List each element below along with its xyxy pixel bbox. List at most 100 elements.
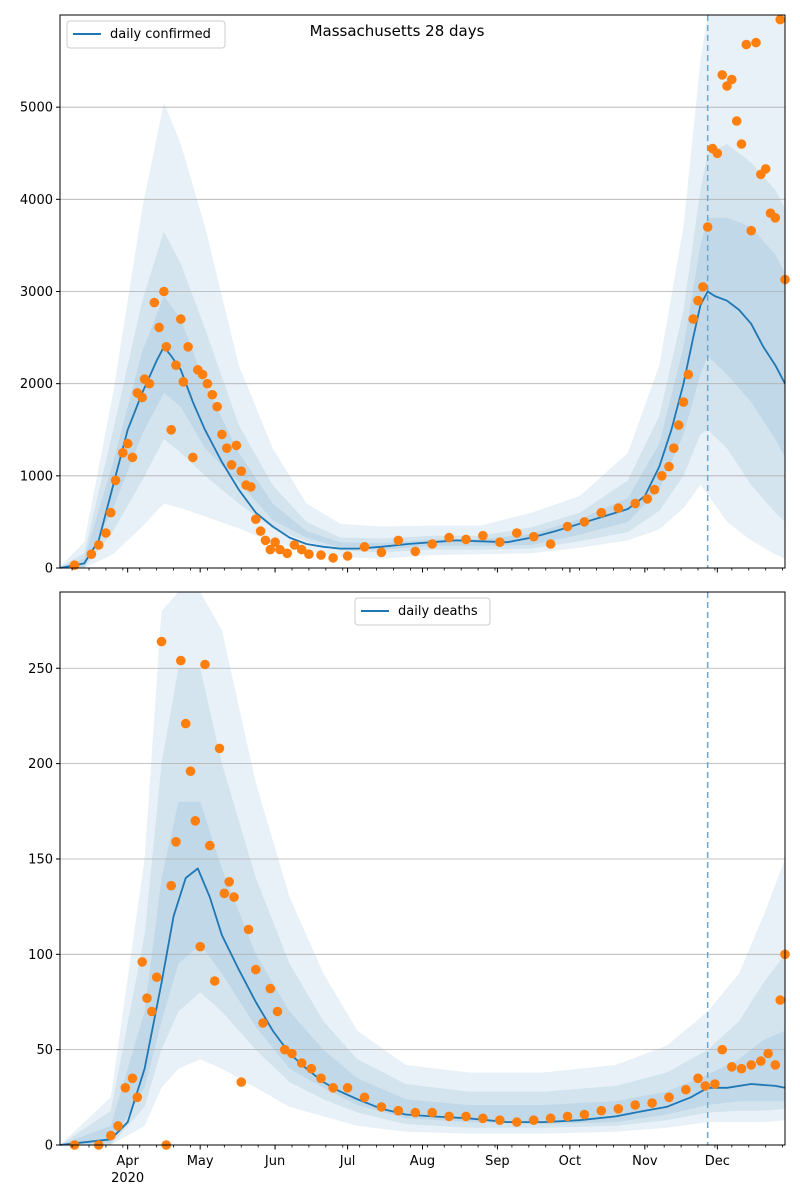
deaths-data-point	[171, 837, 181, 847]
deaths-data-point	[190, 816, 201, 826]
confirmed-data-point	[736, 139, 747, 149]
confirmed-data-point	[393, 535, 404, 546]
confirmed-data-point	[236, 466, 247, 477]
deaths-data-point	[251, 964, 261, 975]
confirmed-data-point	[669, 443, 679, 454]
deaths-data-point	[106, 1130, 116, 1141]
deaths-x-tick-label: Jul	[339, 1154, 356, 1169]
deaths-data-point	[376, 1102, 387, 1112]
confirmed-data-point	[122, 438, 133, 449]
deaths-x-tick-label: Jun	[264, 1154, 285, 1169]
deaths-data-point	[461, 1111, 471, 1122]
confirmed-data-point	[161, 342, 172, 352]
confirmed-data-point	[212, 401, 222, 412]
deaths-data-point	[328, 1083, 338, 1093]
confirmed-data-point	[316, 550, 326, 560]
deaths-x-tick-label: Apr	[116, 1154, 139, 1169]
deaths-y-tick-label: 50	[36, 1043, 53, 1058]
deaths-data-point	[342, 1083, 353, 1093]
deaths-y-tick-label: 200	[28, 757, 53, 772]
deaths-data-point	[236, 1077, 247, 1087]
deaths-data-point	[512, 1117, 522, 1127]
confirmed-data-point	[746, 225, 756, 236]
confirmed-data-point	[101, 528, 111, 538]
deaths-data-point	[427, 1107, 438, 1118]
confirmed-data-point	[149, 297, 160, 308]
confirmed-data-point	[717, 70, 727, 80]
deaths-data-point	[410, 1107, 421, 1118]
deaths-data-point	[700, 1081, 711, 1091]
confirmed-gridlines	[60, 106, 785, 477]
deaths-data-point	[478, 1113, 488, 1124]
deaths-legend-box	[354, 597, 491, 626]
confirmed-data-point	[770, 213, 781, 223]
deaths-gridlines	[60, 667, 785, 1051]
confirmed-data-point	[166, 425, 176, 435]
deaths-y-tick-label: 100	[28, 948, 53, 963]
deaths-line	[59, 867, 786, 1146]
confirmed-x-axis	[71, 568, 783, 573]
deaths-data-point	[770, 1060, 781, 1070]
confirmed-data-point	[478, 530, 488, 541]
confirmed-data-point	[528, 531, 539, 542]
confirmed-data-point	[207, 389, 218, 400]
deaths-y-tick-label: 250	[28, 662, 53, 677]
confirmed-data-point	[231, 440, 242, 451]
deaths-data-point	[195, 941, 205, 952]
confirmed-data-point	[127, 452, 138, 463]
deaths-data-point	[180, 718, 191, 729]
confirmed-data-point	[376, 547, 387, 558]
confirmed-data-point	[698, 282, 708, 292]
confirmed-data-point	[444, 532, 454, 543]
deaths-data-point	[200, 659, 210, 670]
confirmed-data-point	[93, 540, 104, 550]
confirmed-data-point	[731, 116, 742, 126]
confirmed-data-point	[342, 551, 353, 561]
deaths-data-point	[756, 1056, 766, 1066]
deaths-data-point	[209, 976, 220, 986]
confirmed-data-point	[197, 369, 208, 380]
confirmed-data-point	[410, 546, 421, 557]
deaths-data-point	[166, 880, 176, 891]
confirmed-data-point	[427, 539, 438, 549]
deaths-data-point	[176, 655, 186, 666]
deaths-data-point	[265, 983, 276, 994]
confirmed-data-point	[328, 553, 338, 563]
confirmed-y-tick-label: 4000	[20, 193, 53, 208]
deaths-y-tick-label: 150	[28, 852, 53, 867]
confirmed-data-point	[282, 548, 293, 559]
confirmed-data-point	[251, 514, 261, 524]
deaths-data-point	[495, 1115, 505, 1125]
deaths-data-point	[243, 924, 254, 935]
confirmed-data-point	[775, 14, 785, 25]
confirmed-data-point	[683, 369, 694, 380]
confirmed-data-point	[296, 544, 307, 555]
deaths-x-tick-label: Aug	[410, 1154, 435, 1169]
deaths-y-axis: 0 50 100 150 200 250	[28, 662, 60, 1154]
confirmed-y-tick-label: 2000	[20, 377, 53, 392]
confirmed-data-point	[265, 544, 276, 555]
confirmed-data-point	[495, 537, 505, 547]
confirmed-data-point	[178, 377, 189, 387]
confirmed-data-point	[154, 322, 164, 333]
deaths-data-point	[142, 993, 152, 1003]
confirmed-data-point	[673, 420, 684, 430]
deaths-panel: 0 50 100 150 200 250 Apr 2020 May Jun Jul Aug Sep Oc…	[28, 591, 790, 1186]
deaths-x-tick-label: Oct	[559, 1154, 581, 1169]
deaths-data-point	[229, 892, 239, 902]
confirmed-data-point	[106, 507, 116, 518]
deaths-data-point	[763, 1048, 773, 1059]
confirmed-data-point	[202, 378, 213, 389]
deaths-data-point	[224, 877, 234, 887]
confirmed-data-point	[562, 521, 573, 532]
deaths-data-point	[137, 957, 147, 967]
deaths-legend-label: daily deaths	[398, 604, 478, 619]
confirmed-data-point	[359, 542, 370, 552]
confirmed-data-point	[727, 74, 737, 85]
confirmed-legend: daily confirmed	[66, 20, 226, 49]
deaths-data-point	[151, 972, 162, 982]
confirmed-data-point	[678, 397, 689, 407]
confirmed-data-point	[110, 475, 121, 486]
deaths-data-point	[185, 766, 196, 776]
